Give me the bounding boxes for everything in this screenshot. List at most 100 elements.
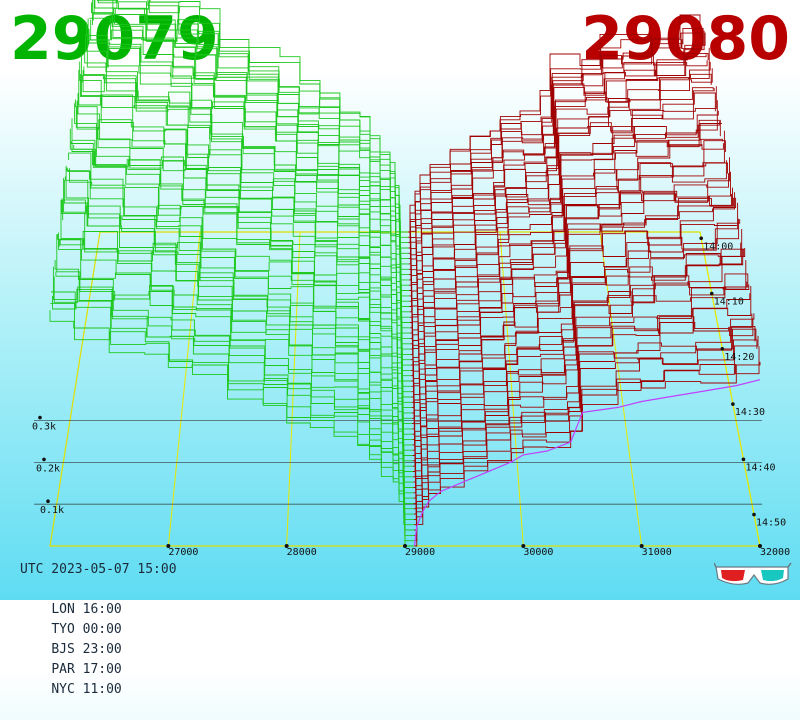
chart-axes: 27000 28000 29000 30000 31000 32000 0.1k 0.2k 0.… — [32, 236, 790, 558]
ask-depth-line — [413, 293, 751, 494]
bid-depth-line — [74, 103, 412, 393]
bid-depth-line — [68, 152, 412, 430]
bid-depth-line — [49, 310, 415, 547]
bid-depth-line — [85, 34, 410, 323]
time-tick-marker — [731, 402, 735, 406]
bid-depth-line — [149, 0, 408, 233]
time-tick-label: 14:40 — [745, 462, 775, 473]
bid-depth-line — [77, 93, 411, 371]
city-time-bjs: BJS 23:00 — [51, 642, 122, 657]
ask-depth-line — [408, 27, 704, 249]
ask-depth-line — [413, 313, 755, 515]
bid-depth-line — [67, 168, 413, 435]
bid-depth-line — [115, 0, 409, 260]
bid-depth-line — [80, 54, 411, 350]
ask-depth-line — [408, 32, 706, 260]
bid-depth-line — [76, 100, 411, 377]
bid-depth-line — [148, 0, 408, 238]
price-tick-label: 32000 — [760, 547, 790, 558]
bid-depth-line — [60, 200, 413, 478]
price-tick-label: 27000 — [168, 547, 198, 558]
bid-depth-line — [64, 176, 413, 451]
bid-depth-line — [52, 296, 414, 531]
ask-depth-line — [408, 52, 709, 276]
bid-depth-line — [97, 0, 409, 244]
price-tick-label: 30000 — [523, 547, 553, 558]
bid-depth-line — [93, 0, 409, 270]
time-tick-label: 14:00 — [703, 241, 733, 252]
ask-depth-line — [411, 223, 738, 425]
price-tick-label: 28000 — [287, 547, 317, 558]
price-tick-marker — [284, 544, 289, 548]
time-tick-marker — [752, 512, 756, 517]
price-tick-label: 29000 — [405, 547, 435, 558]
city-times: LON 16:00 TYO 00:00 BJS 23:00 PAR 17:00 … — [20, 580, 177, 697]
bid-depth-line — [50, 302, 415, 542]
ask-depth-line — [414, 346, 760, 542]
ask-depth-line — [414, 361, 761, 547]
bid-depth-line — [80, 74, 411, 355]
city-time-tyo: TYO 00:00 — [51, 622, 122, 637]
time-tick-marker — [699, 236, 703, 241]
ask-depth-line — [411, 157, 730, 387]
time-tick-marker — [720, 347, 725, 351]
ask-depth-line — [413, 281, 748, 478]
bid-depth-line — [63, 178, 413, 462]
price-tick-label: 31000 — [642, 547, 672, 558]
price-gridline — [599, 231, 643, 547]
volume-tick-marker — [38, 415, 42, 420]
price-tick-marker — [758, 544, 762, 548]
bid-depth-line — [97, 0, 409, 249]
price-tick-marker — [166, 544, 171, 548]
time-tick-label: 14:20 — [724, 352, 754, 363]
bid-depth-line — [69, 128, 412, 419]
ask-depth-line — [414, 335, 759, 536]
city-time-par: PAR 17:00 — [51, 662, 122, 677]
time-tick-label: 14:10 — [714, 297, 744, 308]
city-time-lon: LON 16:00 — [51, 602, 122, 617]
ask-depth-line — [413, 286, 752, 499]
volume-tick-marker — [46, 499, 50, 504]
ask-depth-line — [410, 160, 727, 371]
ask-depth-line — [409, 86, 717, 318]
depth-chart: 27000 28000 29000 30000 31000 32000 0.1k 0.2k 0.… — [32, 0, 790, 558]
ask-depth-line — [409, 68, 713, 297]
bid-depth-line — [73, 144, 412, 398]
bid-depth-line — [65, 165, 413, 446]
ask-depth-line — [414, 339, 758, 531]
bid-depth-lines — [49, 0, 415, 547]
ask-depth-line — [413, 325, 756, 520]
ask-depth-line — [408, 60, 708, 270]
time-tick-marker — [709, 291, 714, 296]
bid-depth-line — [91, 2, 409, 286]
bid-depth-line — [52, 266, 414, 526]
ask-depth-line — [408, 30, 705, 254]
clock-panel: UTC 2023-05-07 15:00 LON 16:00 TYO 00:00… — [20, 560, 177, 697]
bid-depth-line — [61, 198, 413, 472]
bid-depth-line — [51, 291, 415, 536]
volume-tick-label: 0.3k — [32, 422, 56, 433]
ask-depth-line — [410, 121, 720, 334]
bid-depth-line — [81, 75, 411, 345]
volume-tick-label: 0.2k — [36, 463, 60, 474]
ask-depth-lines — [408, 14, 761, 547]
ask-depth-line — [413, 318, 754, 510]
price-gridline — [167, 231, 201, 547]
volume-tick-label: 0.1k — [40, 505, 64, 516]
bid-depth-line — [84, 52, 410, 329]
ask-depth-line — [409, 88, 715, 307]
ask-depth-line — [409, 100, 718, 323]
bid-depth-line — [87, 18, 410, 307]
bid-depth-line — [58, 232, 414, 494]
ask-depth-line — [410, 110, 719, 329]
city-time-nyc: NYC 11:00 — [51, 682, 122, 697]
price-tick-marker — [403, 544, 407, 548]
ask-depth-line — [413, 273, 749, 483]
time-tick-label: 14:30 — [735, 407, 765, 418]
bid-depth-line — [59, 231, 413, 483]
3d-glasses-icon[interactable] — [714, 561, 792, 591]
bid-depth-line — [54, 260, 414, 515]
bid-depth-line — [57, 234, 414, 499]
bid-depth-line — [55, 271, 414, 510]
bid-depth-line — [62, 199, 413, 467]
